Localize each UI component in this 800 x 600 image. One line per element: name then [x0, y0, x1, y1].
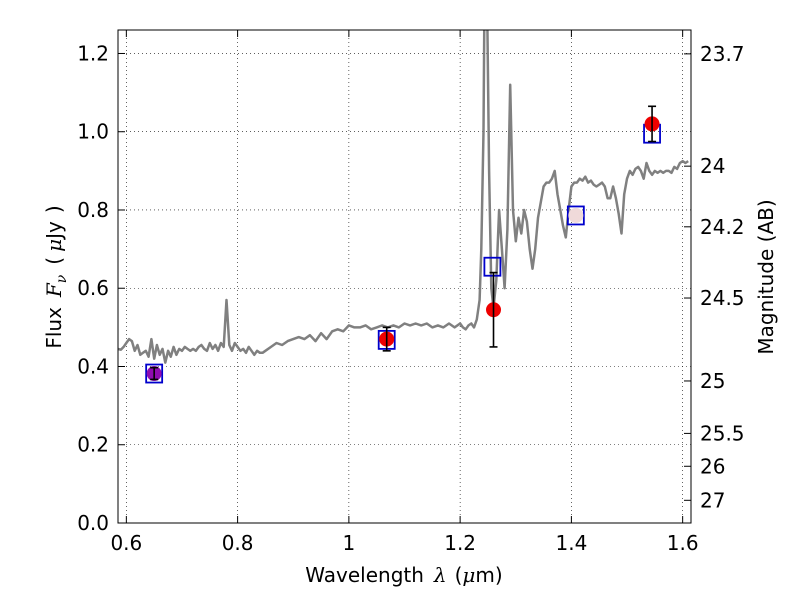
x-axis-label-text: Wavelength — [305, 563, 424, 587]
y-axis-label-symbol: F — [42, 282, 66, 298]
spectrum-line — [118, 30, 689, 364]
plot-frame — [117, 29, 692, 524]
x-tick-label: 0.6 — [110, 531, 142, 555]
y2-tick-label: 25.5 — [700, 421, 745, 445]
photometry-box — [145, 363, 164, 384]
y-axis-label-unit-open: ( — [42, 257, 66, 265]
y2-tick-label: 23.7 — [700, 42, 745, 66]
y-axis-label-unit-close: ) — [42, 205, 66, 213]
x-tick-label: 1.6 — [667, 531, 699, 555]
y2-tick-label: 24 — [700, 154, 725, 178]
y-tick-label: 0.6 — [77, 276, 109, 300]
y-tick-label: 0.4 — [77, 354, 109, 378]
y-axis-label-text: Flux — [42, 307, 66, 349]
x-tick-label: 1 — [343, 531, 356, 555]
x-tick-label: 1.4 — [555, 531, 587, 555]
y-tick-label: 0.8 — [77, 198, 109, 222]
x-tick-label: 1.2 — [444, 531, 476, 555]
y-axis-label: Flux Fν ( μJy) — [42, 205, 70, 348]
photometry-box — [566, 205, 585, 226]
x-axis-label-unit-rest: m) — [475, 563, 502, 587]
y2-tick-label: 25 — [700, 369, 725, 393]
x-axis-label-unit-mu: μ — [462, 563, 475, 587]
x-axis-label: Wavelength λ (μm) — [305, 563, 502, 587]
x-axis-label-symbol: λ — [433, 563, 447, 587]
y-tick-label: 1.0 — [77, 120, 109, 144]
y2-tick-label: 26 — [700, 454, 725, 478]
observed-point — [568, 207, 584, 223]
y2-tick-label: 24.2 — [700, 215, 745, 239]
x-axis-label-unit-open: ( — [455, 563, 463, 587]
y-tick-label: 1.2 — [77, 41, 109, 65]
y2-tick-label: 27 — [700, 488, 725, 512]
y-axis-label-sub: ν — [54, 274, 70, 283]
y2-axis-label: Magnitude (AB) — [754, 199, 778, 354]
y-axis-label-unit-rest: Jy — [42, 221, 66, 241]
grid-lines — [118, 30, 691, 524]
y-axis-label-unit-mu: μ — [42, 239, 66, 252]
y2-tick-label: 24.5 — [700, 286, 745, 310]
observed-point-group — [146, 105, 660, 382]
x-tick-label: 0.8 — [222, 531, 254, 555]
photometry-box — [483, 256, 502, 277]
axis-ticks: 0.6 0.8 1 1.2 1.4 1.6 0.0 0.2 0.4 0.6 0.8 1.0 1.2 23.… — [77, 30, 745, 555]
y-tick-label: 0.0 — [77, 511, 109, 535]
y-tick-label: 0.2 — [77, 433, 109, 457]
